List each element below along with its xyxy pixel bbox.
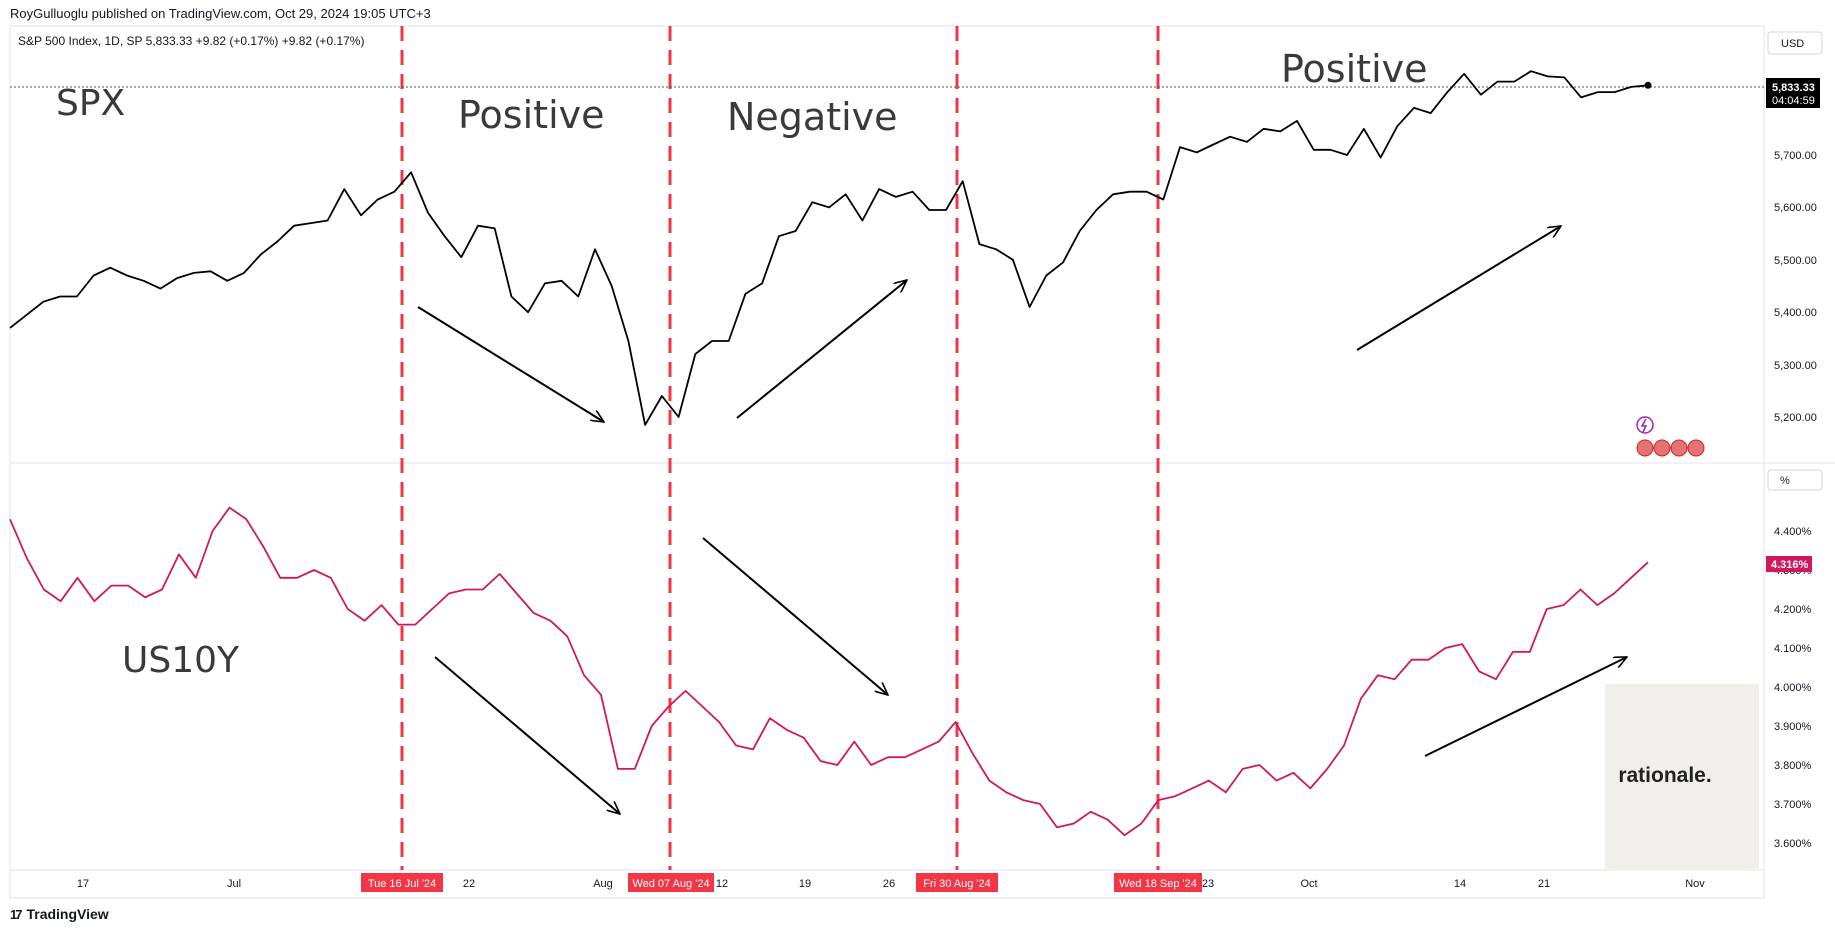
- tradingview-brand: TradingView: [26, 906, 109, 922]
- time-tick: 22: [463, 878, 475, 890]
- us10y-last-badge: [1766, 556, 1812, 572]
- marker-date: Fri 30 Aug '24: [923, 878, 991, 890]
- arrow-up-icon: [1424, 656, 1627, 757]
- us-flag-icon: [1636, 439, 1654, 457]
- time-tick: 26: [883, 878, 895, 890]
- phase-separators: [400, 26, 1160, 870]
- published-by-text: RoyGulluoglu published on TradingView.co…: [10, 6, 431, 21]
- chart-frame: [9, 25, 1835, 899]
- spx-tick: 5,600.00: [1774, 202, 1817, 214]
- arrow-down-icon: [417, 306, 604, 422]
- arrow-up-icon: [1356, 226, 1561, 351]
- label-positive-1: Positive: [458, 93, 605, 137]
- us-flag-icon: [1687, 439, 1705, 457]
- time-tick: Oct: [1300, 878, 1317, 890]
- percent-unit-box: [1767, 469, 1823, 491]
- marker-date: Wed 07 Aug '24: [632, 878, 709, 890]
- spx-price-axis: USD 5,200.00 5,300.00 5,400.00 5,500.00 …: [1766, 31, 1823, 424]
- lightning-icon: [1636, 416, 1654, 434]
- us10y-tick: 3.600%: [1774, 838, 1812, 850]
- marker-date: Tue 16 Jul '24: [368, 878, 436, 890]
- time-tick: Aug: [593, 878, 613, 890]
- usd-unit-box: [1767, 31, 1823, 55]
- event-icons[interactable]: [1636, 416, 1705, 457]
- arrow-down-icon: [702, 537, 888, 695]
- marker-date-badge: [1114, 873, 1202, 892]
- time-tick: Jul: [227, 878, 241, 890]
- us10y-tick: 3.900%: [1774, 721, 1812, 733]
- time-tick: 14: [1454, 878, 1466, 890]
- arrow-up-icon: [736, 280, 907, 419]
- label-spx: SPX: [56, 83, 125, 124]
- spx-tick: 5,400.00: [1774, 307, 1817, 319]
- time-tick: 17: [77, 878, 89, 890]
- label-positive-2: Positive: [1281, 47, 1428, 91]
- spx-countdown: 04:04:59: [1772, 95, 1815, 107]
- spx-last-price: 5,833.33: [1772, 82, 1815, 94]
- marker-date: Wed 18 Sep '24: [1119, 878, 1197, 890]
- usd-unit-label: USD: [1781, 38, 1804, 50]
- spx-tick: 5,300.00: [1774, 360, 1817, 372]
- us10y-price-axis: % 3.600% 3.700% 3.800% 3.900% 4.000% 4.1…: [1766, 469, 1823, 850]
- tradingview-logo-icon: 17: [10, 906, 23, 922]
- us10y-tick: 3.800%: [1774, 760, 1812, 772]
- spx-last-price-badge: [1766, 78, 1820, 108]
- time-tick: 23: [1202, 878, 1214, 890]
- spx-tick: 5,200.00: [1774, 412, 1817, 424]
- spx-tick: 5,500.00: [1774, 255, 1817, 267]
- spx-tick: 5,700.00: [1774, 150, 1817, 162]
- arrow-down-icon: [434, 656, 620, 814]
- us10y-yield-line: [9, 506, 1649, 837]
- tradingview-footer[interactable]: 17 TradingView: [10, 906, 109, 922]
- time-axis: 17 Jul 22 Aug 12 19 26 23 Oct 14 21 Nov …: [77, 873, 1705, 892]
- time-tick: 21: [1538, 878, 1550, 890]
- us10y-tick: 4.000%: [1774, 682, 1812, 694]
- rationale-watermark-box: [1605, 684, 1759, 870]
- us10y-tick: 4.200%: [1774, 604, 1812, 616]
- lightning-glyph: [1640, 418, 1648, 433]
- symbol-legend: S&P 500 Index, 1D, SP 5,833.33 +9.82 (+0…: [18, 34, 365, 48]
- spx-last-point: [1644, 81, 1652, 89]
- label-us10y: US10Y: [122, 640, 240, 681]
- marker-date-badge: [361, 873, 443, 892]
- percent-unit-label: %: [1780, 475, 1790, 487]
- us-flag-icon: [1670, 439, 1688, 457]
- time-tick: Nov: [1685, 878, 1705, 890]
- marker-date-badge: [916, 873, 998, 892]
- spx-price-line: [9, 70, 1649, 426]
- trend-arrows: [417, 226, 1627, 814]
- rationale-watermark: rationale.: [1618, 764, 1711, 787]
- time-tick: 12: [716, 878, 728, 890]
- us10y-tick: 4.400%: [1774, 526, 1812, 538]
- marker-date-badge: [628, 873, 714, 892]
- time-tick: 19: [799, 878, 811, 890]
- us10y-last-value: 4.316%: [1771, 559, 1809, 571]
- us10y-tick: 3.700%: [1774, 799, 1812, 811]
- us10y-tick: 4.100%: [1774, 643, 1812, 655]
- label-negative: Negative: [727, 95, 898, 139]
- us-flag-icon: [1653, 439, 1671, 457]
